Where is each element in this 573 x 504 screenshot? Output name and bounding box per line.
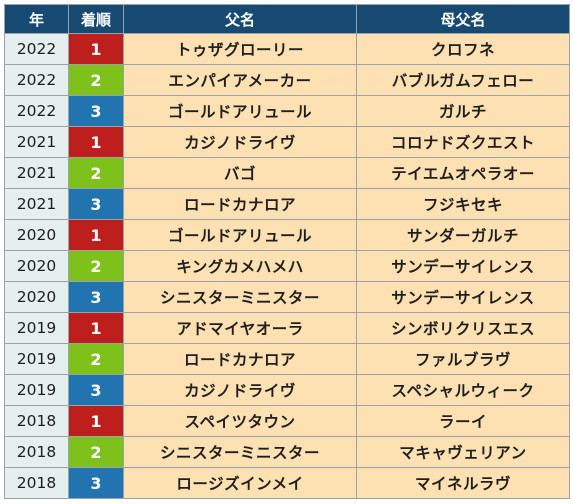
table-row: 2020 3 シニスターミニスター サンデーサイレンス <box>4 281 570 313</box>
table-row: 2019 1 アドマイヤオーラ シンボリクリスエス <box>4 312 570 344</box>
year-cell: 2021 <box>4 157 69 189</box>
table-row: 2018 3 ロージズインメイ マイネルラヴ <box>4 467 570 499</box>
rank-badge: 3 <box>68 95 124 127</box>
rank-badge: 2 <box>68 64 124 96</box>
dam-sire-name-cell: バブルガムフェロー <box>356 64 570 96</box>
sire-name-cell: ロードカナロア <box>123 343 357 375</box>
year-cell: 2019 <box>4 374 69 406</box>
sire-name-cell: カジノドライヴ <box>123 374 357 406</box>
header-row: 年 着順 父名 母父名 <box>4 4 570 34</box>
rank-badge: 3 <box>68 374 124 406</box>
year-cell: 2018 <box>4 467 69 499</box>
sire-name-cell: ロードカナロア <box>123 188 357 220</box>
rank-badge: 2 <box>68 343 124 375</box>
table-row: 2020 1 ゴールドアリュール サンダーガルチ <box>4 219 570 251</box>
dam-sire-name-cell: テイエムオペラオー <box>356 157 570 189</box>
rank-badge: 1 <box>68 126 124 158</box>
year-cell: 2018 <box>4 405 69 437</box>
sire-name-cell: スペイツタウン <box>123 405 357 437</box>
year-cell: 2021 <box>4 188 69 220</box>
dam-sire-name-cell: スペシャルウィーク <box>356 374 570 406</box>
dam-sire-name-cell: フジキセキ <box>356 188 570 220</box>
year-cell: 2020 <box>4 281 69 313</box>
sire-name-cell: トゥザグローリー <box>123 33 357 65</box>
sire-name-cell: エンパイアメーカー <box>123 64 357 96</box>
sire-name-cell: ゴールドアリュール <box>123 219 357 251</box>
dam-sire-name-cell: マイネルラヴ <box>356 467 570 499</box>
year-cell: 2021 <box>4 126 69 158</box>
rank-badge: 1 <box>68 312 124 344</box>
year-cell: 2019 <box>4 312 69 344</box>
sire-name-cell: キングカメハメハ <box>123 250 357 282</box>
sire-name-cell: バゴ <box>123 157 357 189</box>
rank-badge: 2 <box>68 250 124 282</box>
year-cell: 2018 <box>4 436 69 468</box>
sire-name-cell: シニスターミニスター <box>123 436 357 468</box>
table-row: 2021 1 カジノドライヴ コロナドズクエスト <box>4 126 570 158</box>
header-rank: 着順 <box>68 4 124 34</box>
dam-sire-name-cell: シンボリクリスエス <box>356 312 570 344</box>
sire-name-cell: アドマイヤオーラ <box>123 312 357 344</box>
year-cell: 2020 <box>4 219 69 251</box>
table-row: 2021 2 バゴ テイエムオペラオー <box>4 157 570 189</box>
rank-badge: 2 <box>68 436 124 468</box>
header-year: 年 <box>4 4 69 34</box>
table-row: 2021 3 ロードカナロア フジキセキ <box>4 188 570 220</box>
rank-badge: 3 <box>68 188 124 220</box>
sire-name-cell: ゴールドアリュール <box>123 95 357 127</box>
table-row: 2018 2 シニスターミニスター マキャヴェリアン <box>4 436 570 468</box>
dam-sire-name-cell: サンダーガルチ <box>356 219 570 251</box>
dam-sire-name-cell: マキャヴェリアン <box>356 436 570 468</box>
rank-badge: 2 <box>68 157 124 189</box>
dam-sire-name-cell: ラーイ <box>356 405 570 437</box>
table-row: 2022 3 ゴールドアリュール ガルチ <box>4 95 570 127</box>
dam-sire-name-cell: ファルブラヴ <box>356 343 570 375</box>
dam-sire-name-cell: クロフネ <box>356 33 570 65</box>
year-cell: 2019 <box>4 343 69 375</box>
header-sire: 父名 <box>123 4 357 34</box>
sire-name-cell: シニスターミニスター <box>123 281 357 313</box>
table-row: 2022 1 トゥザグローリー クロフネ <box>4 33 570 65</box>
rank-badge: 3 <box>68 281 124 313</box>
rank-badge: 1 <box>68 33 124 65</box>
year-cell: 2022 <box>4 33 69 65</box>
rank-badge: 1 <box>68 219 124 251</box>
dam-sire-name-cell: サンデーサイレンス <box>356 281 570 313</box>
header-dam-sire: 母父名 <box>356 4 570 34</box>
sire-name-cell: カジノドライヴ <box>123 126 357 158</box>
year-cell: 2022 <box>4 95 69 127</box>
table-row: 2019 3 カジノドライヴ スペシャルウィーク <box>4 374 570 406</box>
rank-badge: 3 <box>68 467 124 499</box>
year-cell: 2020 <box>4 250 69 282</box>
table-row: 2022 2 エンパイアメーカー バブルガムフェロー <box>4 64 570 96</box>
results-table: 年 着順 父名 母父名 2022 1 トゥザグローリー クロフネ 2022 2 … <box>4 4 570 499</box>
table-row: 2020 2 キングカメハメハ サンデーサイレンス <box>4 250 570 282</box>
year-cell: 2022 <box>4 64 69 96</box>
dam-sire-name-cell: サンデーサイレンス <box>356 250 570 282</box>
table-row: 2019 2 ロードカナロア ファルブラヴ <box>4 343 570 375</box>
rank-badge: 1 <box>68 405 124 437</box>
table-row: 2018 1 スペイツタウン ラーイ <box>4 405 570 437</box>
dam-sire-name-cell: ガルチ <box>356 95 570 127</box>
dam-sire-name-cell: コロナドズクエスト <box>356 126 570 158</box>
sire-name-cell: ロージズインメイ <box>123 467 357 499</box>
